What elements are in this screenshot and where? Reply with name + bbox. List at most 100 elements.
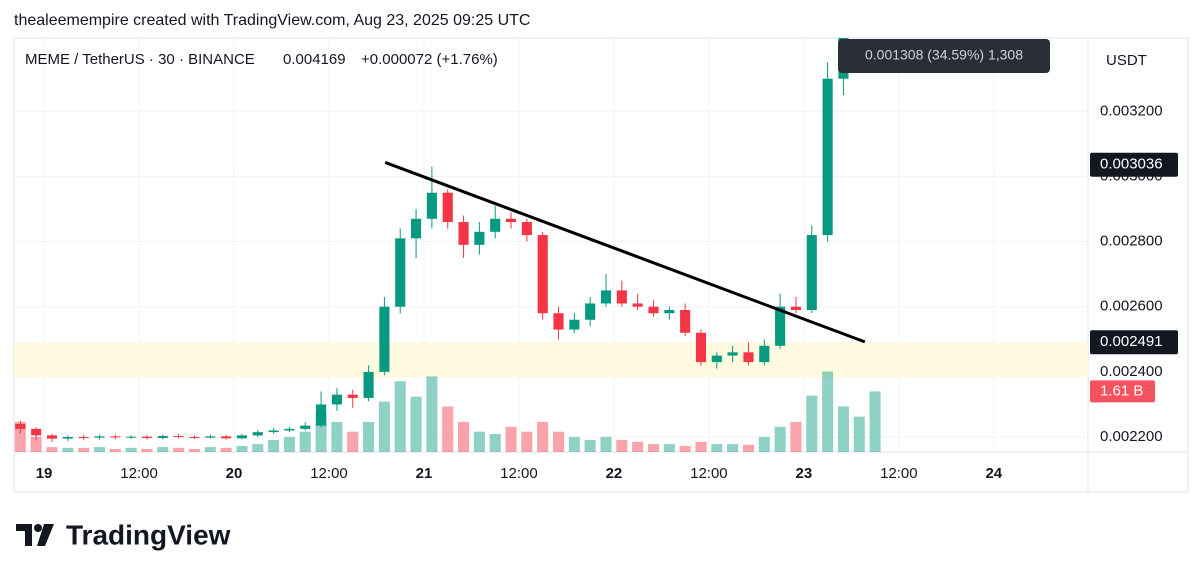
- volume-bar: [363, 421, 375, 452]
- candle-body: [221, 436, 232, 439]
- volume-marker-label: 1.61 B: [1100, 382, 1143, 399]
- volume-bar: [869, 391, 881, 452]
- logo-dot: [34, 524, 42, 532]
- x-tick-label: 23: [796, 465, 813, 482]
- scales: 0.0022000.0024000.0026000.0028000.003000…: [36, 102, 1178, 482]
- candle-body: [252, 432, 263, 436]
- candle-body: [205, 436, 216, 438]
- volume-bar: [252, 444, 264, 452]
- candle-body: [569, 319, 580, 330]
- volume-bar: [78, 447, 90, 452]
- volume-bar: [679, 445, 691, 452]
- candle-body: [759, 345, 770, 363]
- support-zone: [14, 341, 1088, 378]
- volume-bar: [521, 431, 533, 452]
- price-marker-label: 0.003036: [1100, 156, 1163, 173]
- candle-body: [46, 435, 58, 439]
- volume-bar: [568, 436, 580, 452]
- trend-line: [384, 161, 866, 344]
- currency-box: [1094, 44, 1176, 78]
- volume-bar: [758, 436, 770, 452]
- volume-bar: [489, 433, 501, 452]
- volume-bar: [695, 441, 707, 452]
- y-tick-label: 0.002200: [1100, 428, 1163, 445]
- volume-bar: [236, 445, 248, 452]
- candle-body: [553, 313, 564, 330]
- currency: USDT: [1106, 52, 1147, 69]
- volume-bar: [647, 444, 660, 452]
- x-tick-label: 21: [416, 465, 433, 482]
- candle-body: [110, 436, 121, 438]
- candle-body: [521, 222, 532, 236]
- volume-bar: [410, 396, 422, 452]
- volume-bar: [790, 421, 802, 452]
- candle-body: [822, 78, 833, 236]
- volume-bar: [742, 444, 755, 452]
- x-tick-label: 20: [226, 465, 243, 482]
- candle-body: [490, 218, 501, 232]
- candle-body: [806, 235, 817, 310]
- candle-body: [711, 355, 722, 363]
- volume-bar: [220, 447, 232, 452]
- candle-body: [236, 435, 248, 439]
- volume-bar: [125, 447, 137, 452]
- volume-bar: [141, 448, 153, 452]
- volume-bar: [505, 426, 517, 452]
- candle-body: [680, 309, 691, 333]
- candle-body: [31, 428, 42, 436]
- brand-logo: TradingView: [16, 519, 231, 550]
- candle-body: [126, 436, 137, 438]
- volume-bar: [458, 421, 470, 452]
- volume-bar: [600, 436, 612, 452]
- volume-bar: [173, 447, 185, 452]
- candle-body: [363, 371, 374, 398]
- volume-bar: [727, 444, 739, 452]
- candle-body: [727, 352, 738, 356]
- candle-body: [189, 437, 200, 439]
- volume-bar: [14, 421, 26, 452]
- logo-mark: [16, 524, 32, 546]
- volume-bar: [774, 426, 786, 452]
- volume-bar: [584, 439, 596, 452]
- plot-area: [14, 38, 1088, 452]
- x-tick-label: 12:00: [120, 465, 158, 482]
- volume-bar: [426, 376, 438, 452]
- candle-body: [664, 309, 675, 314]
- volume-bar: [616, 439, 628, 452]
- volume-bar: [663, 444, 675, 452]
- x-tick-label: 19: [36, 465, 53, 482]
- candle-body: [442, 192, 453, 223]
- candle-body: [379, 306, 390, 372]
- volume-bar: [711, 444, 723, 452]
- volume-bar: [347, 431, 359, 452]
- volume-bar: [299, 431, 311, 452]
- volume-bar: [806, 395, 818, 452]
- candle-body: [505, 218, 517, 223]
- tooltip: 0.001308 (34.59%) 1,308: [865, 47, 1023, 63]
- volume-bar: [62, 447, 74, 452]
- candle-body: [300, 425, 311, 429]
- candle-body: [141, 436, 153, 438]
- candle-body: [632, 303, 643, 307]
- candle-body: [600, 290, 612, 304]
- candle-body: [316, 404, 327, 426]
- volume-bar: [188, 448, 200, 452]
- volume-bar: [93, 447, 106, 452]
- candle-body: [458, 222, 469, 245]
- candle-body: [173, 436, 184, 438]
- x-tick-label: 22: [606, 465, 623, 482]
- volume-bar: [204, 447, 216, 452]
- candle-body: [157, 436, 168, 438]
- volume-bar: [283, 436, 295, 452]
- x-tick-label: 24: [985, 465, 1002, 482]
- candle-body: [284, 428, 295, 431]
- header: thealeemempire created with TradingView.…: [14, 12, 530, 29]
- candle-body: [790, 306, 802, 310]
- candle-body: [775, 306, 786, 346]
- candle-body: [15, 423, 26, 429]
- candle-body: [395, 238, 406, 307]
- volume-bar: [473, 431, 485, 452]
- last-price: 0.004169: [283, 51, 346, 68]
